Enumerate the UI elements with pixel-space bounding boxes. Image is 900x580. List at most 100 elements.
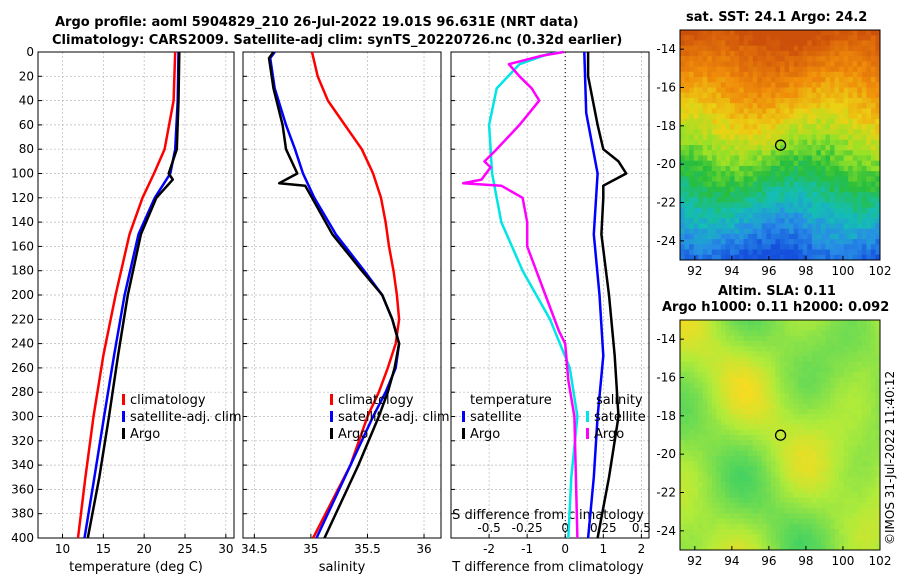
sla-map-cell bbox=[702, 445, 708, 452]
sla-map-cell bbox=[798, 497, 804, 504]
s-diff-argo-line bbox=[461, 50, 579, 539]
sst-map-cell bbox=[866, 192, 872, 198]
sla-map-cell bbox=[761, 518, 767, 525]
t-diff-xlabel: T difference from climatology bbox=[451, 560, 644, 575]
sst-map-cell bbox=[720, 77, 726, 83]
sst-map-cell bbox=[689, 186, 695, 193]
sst-map-cell bbox=[680, 50, 686, 57]
sst-map-cell bbox=[775, 145, 781, 151]
sla-map-cell bbox=[757, 492, 763, 499]
sst-map-cell bbox=[761, 218, 767, 224]
sst-map-cell bbox=[852, 124, 858, 130]
sst-map-cell bbox=[766, 186, 772, 193]
sst-map-cell bbox=[820, 134, 826, 141]
sst-map-cell bbox=[793, 124, 799, 130]
sst-map-cell bbox=[743, 50, 749, 57]
sla-map-cell bbox=[852, 398, 858, 405]
sst-map-cell bbox=[757, 35, 763, 41]
sla-map-cell bbox=[702, 382, 708, 389]
sla-map-cell bbox=[839, 529, 845, 535]
sst-map-cell bbox=[857, 134, 863, 141]
sla-map-cell bbox=[761, 482, 767, 488]
sla-map-cell bbox=[780, 377, 786, 384]
sla-map-cell bbox=[784, 367, 790, 373]
sla-map-cell bbox=[698, 487, 704, 493]
sst-map-cell bbox=[870, 113, 876, 120]
sla-map-cell bbox=[680, 482, 686, 488]
sla-map-cell bbox=[707, 513, 713, 520]
sst-map-cell bbox=[852, 228, 858, 235]
sst-map-cell bbox=[775, 97, 781, 104]
sst-map-cell bbox=[698, 97, 704, 104]
sst-map-cell bbox=[716, 124, 722, 130]
sst-map-cell bbox=[725, 254, 731, 261]
sst-map-cell bbox=[743, 202, 749, 209]
sst-map-cell bbox=[857, 129, 863, 136]
sla-map-cell bbox=[793, 471, 799, 478]
sst-map-cell bbox=[707, 223, 713, 230]
sst-map-cell bbox=[680, 171, 686, 177]
sst-map-cell bbox=[839, 124, 845, 130]
sla-map-cell bbox=[780, 445, 786, 452]
sst-map-cell bbox=[852, 239, 858, 245]
sla-map-cell bbox=[784, 534, 790, 541]
sst-map-cell bbox=[830, 171, 836, 177]
sst-map-cell bbox=[689, 45, 695, 52]
sla-map-cell bbox=[720, 382, 726, 389]
sst-map-cell bbox=[720, 118, 726, 125]
sst-map-cell bbox=[711, 176, 717, 183]
sst-map-cell bbox=[689, 118, 695, 125]
sst-map-cell bbox=[748, 202, 754, 209]
sst-map-cell bbox=[861, 92, 867, 99]
sst-map-cell bbox=[793, 202, 799, 209]
sla-map-cell bbox=[734, 335, 740, 342]
sla-map-cell bbox=[830, 518, 836, 525]
sst-map-cell bbox=[816, 254, 822, 261]
sst-map-cell bbox=[816, 223, 822, 230]
sla-map-cell bbox=[811, 455, 817, 462]
sla-map-cell bbox=[784, 435, 790, 441]
sst-map-cell bbox=[780, 192, 786, 198]
sst-map-cell bbox=[839, 244, 845, 251]
sst-map-cell bbox=[770, 186, 776, 193]
sla-map-cell bbox=[861, 356, 867, 363]
sla-map-cell bbox=[707, 320, 713, 326]
sla-map-cell bbox=[770, 523, 776, 530]
sst-map-cell bbox=[748, 97, 754, 104]
sst-map-cell bbox=[743, 239, 749, 245]
sla-map-cell bbox=[752, 346, 758, 352]
sst-map-cell bbox=[698, 87, 704, 94]
sla-map-cell bbox=[734, 440, 740, 446]
sst-map-cell bbox=[761, 202, 767, 209]
sla-map-cell bbox=[730, 414, 736, 420]
sla-map-cell bbox=[739, 482, 745, 488]
sla-map-cell bbox=[848, 455, 854, 462]
sla-map-cell bbox=[748, 466, 754, 473]
sla-map-cell bbox=[689, 320, 695, 326]
sla-map-cell bbox=[775, 429, 781, 436]
sla-map-cell bbox=[820, 419, 826, 426]
sst-map-cell bbox=[780, 254, 786, 261]
sst-map-cell bbox=[702, 171, 708, 177]
sst-map-cell bbox=[839, 30, 845, 36]
sst-map-cell bbox=[820, 223, 826, 230]
sla-map-cell bbox=[866, 330, 872, 337]
sst-map-cell bbox=[707, 244, 713, 251]
sst-map-cell bbox=[861, 176, 867, 183]
sst-map-cell bbox=[734, 66, 740, 73]
sla-map-cell bbox=[798, 450, 804, 457]
sst-map-cell bbox=[780, 202, 786, 209]
sst-map-cell bbox=[830, 160, 836, 167]
sst-map-cell bbox=[734, 233, 740, 240]
sst-map-cell bbox=[702, 228, 708, 235]
sla-map-cell bbox=[789, 361, 795, 368]
sla-map-cell bbox=[707, 414, 713, 420]
sla-map-cell bbox=[789, 351, 795, 358]
sst-map-cell bbox=[798, 207, 804, 214]
sla-map-cell bbox=[711, 340, 717, 347]
sst-map-cell bbox=[825, 249, 831, 256]
sla-map-cell bbox=[802, 492, 808, 499]
sst-map-cell bbox=[848, 202, 854, 209]
sla-map-cell bbox=[725, 487, 731, 493]
sst-map-cell bbox=[857, 40, 863, 47]
